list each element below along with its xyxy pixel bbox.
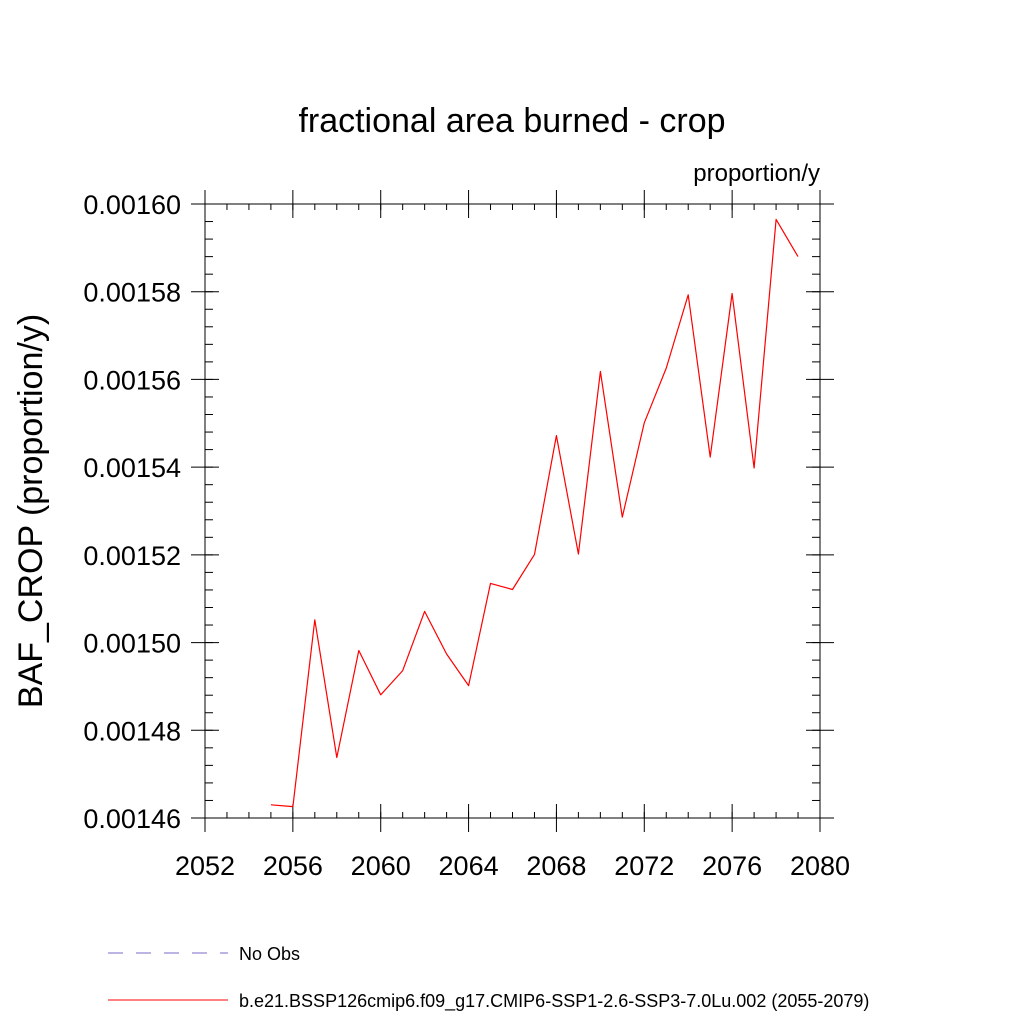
x-tick-label: 2052: [175, 851, 235, 881]
y-tick-label: 0.00160: [83, 190, 181, 220]
plot-frame: [204, 203, 821, 819]
legend-label: No Obs: [239, 944, 300, 964]
y-axis-label: BAF_CROP (proportion/y): [12, 314, 50, 708]
y-tick-label: 0.00146: [83, 804, 181, 834]
x-tick-label: 2076: [702, 851, 762, 881]
x-tick-label: 2080: [790, 851, 850, 881]
y-tick-label: 0.00148: [83, 716, 181, 746]
x-tick-label: 2060: [351, 851, 411, 881]
y-tick-label: 0.00154: [83, 453, 181, 483]
series-line: [270, 218, 799, 808]
x-tick-label: 2072: [614, 851, 674, 881]
x-tick-label: 2068: [526, 851, 586, 881]
tick-labels: 2052 2056 2060 2064 2068 2072 2076 2080 0.00146 0…: [83, 190, 850, 881]
y-tick-label: 0.00156: [83, 365, 181, 395]
series-lines: [270, 218, 799, 808]
y-tick-label: 0.00152: [83, 541, 181, 571]
major-ticks: [191, 190, 834, 832]
minor-ticks: [204, 203, 821, 819]
legend: No Obs b.e21.BSSP126cmip6.f09_g17.CMIP6-S…: [108, 944, 869, 1012]
y-tick-label: 0.00158: [83, 278, 181, 308]
units-label: proportion/y: [693, 160, 820, 187]
chart-title: fractional area burned - crop: [298, 102, 725, 140]
x-tick-label: 2056: [263, 851, 323, 881]
x-tick-label: 2064: [439, 851, 499, 881]
legend-label: b.e21.BSSP126cmip6.f09_g17.CMIP6-SSP1-2.…: [239, 991, 869, 1012]
y-tick-label: 0.00150: [83, 629, 181, 659]
